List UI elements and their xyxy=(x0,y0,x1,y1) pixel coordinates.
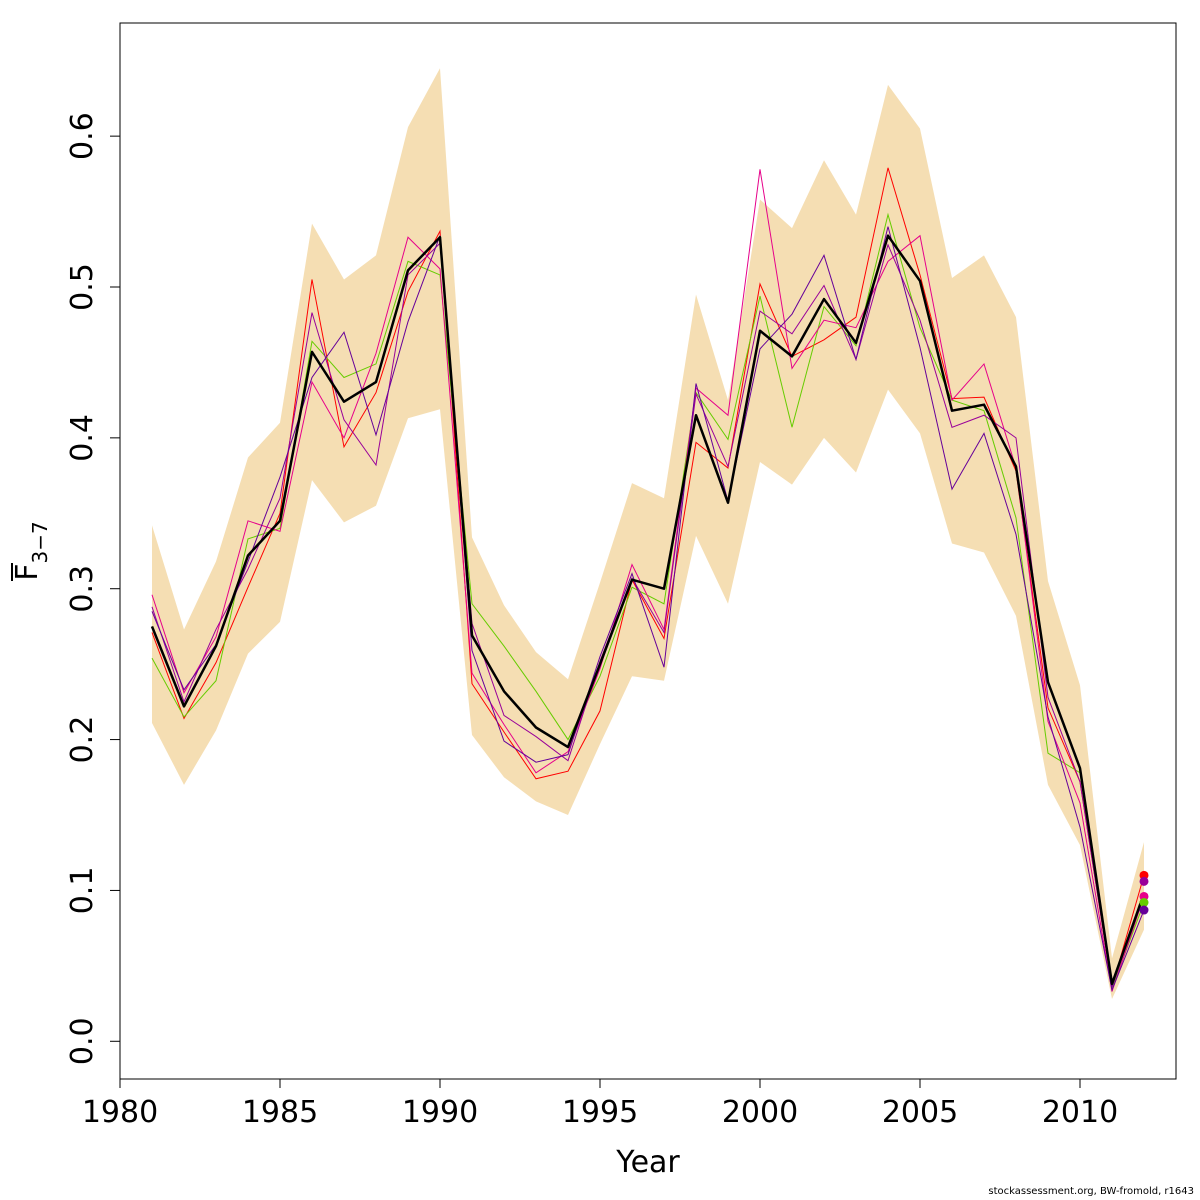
x-tick-label-1990: 1990 xyxy=(402,1095,478,1130)
credit-text: stockassessment.org, BW-fromold, r1643 xyxy=(988,1186,1194,1197)
y-axis-title-subscript: 3−7 xyxy=(28,521,52,563)
y-tick-label-0.2: 0.2 xyxy=(65,716,100,764)
x-tick-label-1995: 1995 xyxy=(562,1095,638,1130)
x-axis: 1980 1985 1990 1995 2000 2005 2010 xyxy=(82,1078,1118,1130)
y-tick-label-0.3: 0.3 xyxy=(65,565,100,613)
y-tick-label-0.0: 0.0 xyxy=(65,1017,100,1065)
y-axis: 0.0 0.1 0.2 0.3 0.4 0.5 0.6 xyxy=(65,112,121,1065)
series-line-2 xyxy=(151,212,1145,989)
y-axis-title: F3−7 xyxy=(10,521,52,581)
y-axis-title-main: F xyxy=(10,563,45,580)
end-point-5 xyxy=(1139,905,1149,915)
end-point-4 xyxy=(1139,897,1149,907)
x-tick-label-2010: 2010 xyxy=(1042,1095,1118,1130)
series-line-1 xyxy=(151,167,1145,988)
series-line-4 xyxy=(151,242,1145,988)
y-tick-label-0.4: 0.4 xyxy=(65,414,100,462)
end-points-layer xyxy=(1139,870,1149,915)
series-line-3 xyxy=(151,169,1145,992)
series-lines-layer xyxy=(151,167,1145,992)
series-line-5 xyxy=(151,226,1145,992)
x-tick-label-1985: 1985 xyxy=(242,1095,318,1130)
y-tick-label-0.1: 0.1 xyxy=(65,867,100,915)
main-estimate-layer xyxy=(150,234,1146,986)
x-axis-title: Year xyxy=(615,1145,680,1180)
end-point-2 xyxy=(1139,876,1149,886)
y-tick-label-0.5: 0.5 xyxy=(65,263,100,311)
x-tick-label-1980: 1980 xyxy=(82,1095,158,1130)
x-tick-label-2000: 2000 xyxy=(722,1095,798,1130)
svg-text:F3−7: F3−7 xyxy=(10,521,52,580)
x-tick-label-2005: 2005 xyxy=(882,1095,958,1130)
main-estimate-line xyxy=(150,234,1146,986)
y-tick-label-0.6: 0.6 xyxy=(65,112,100,160)
